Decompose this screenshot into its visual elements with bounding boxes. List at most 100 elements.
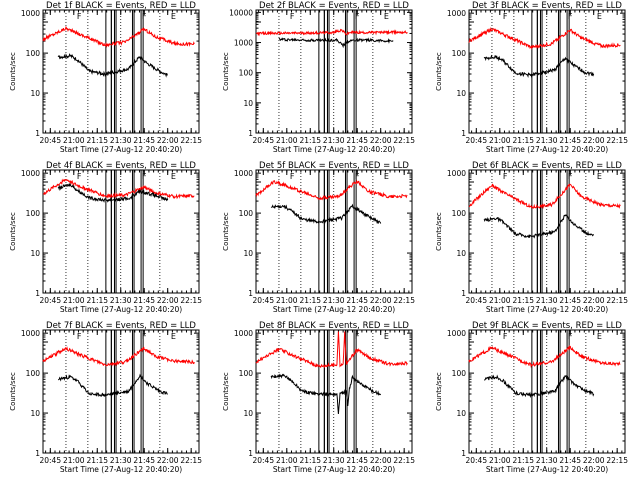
series-events-line [484, 374, 595, 399]
x-tick-label: 21:00 [63, 136, 85, 145]
y-axis-label: Counts/sec [9, 52, 17, 91]
x-tick-label: 21:45 [346, 296, 368, 305]
x-tick-label: 21:15 [86, 296, 108, 305]
x-tick-label: 21:15 [512, 296, 534, 305]
series-events-line [57, 183, 169, 203]
x-tick-label: 21:15 [512, 136, 534, 145]
marker-label: F [355, 12, 360, 21]
chart-title: Det 6f BLACK = Events, RED = LLD [472, 161, 622, 171]
x-tick-label: 21:30 [323, 456, 345, 465]
y-tick-label: 10000 [229, 8, 253, 17]
flare-interval-box [531, 329, 538, 454]
x-tick-label: 21:30 [536, 136, 558, 145]
flare-interval-box [318, 9, 325, 134]
x-tick-label: 22:00 [583, 136, 605, 145]
y-axis: 1 10 100 1000 Counts/sec [435, 329, 625, 458]
x-axis: 20:45 21:00 21:15 21:30 21:45 22:00 22:15Start… [39, 10, 202, 154]
y-axis: 1 10 100 1000 Counts/sec [9, 329, 199, 458]
y-axis: 1 10 100 1000 Counts/sec [222, 329, 412, 458]
x-tick-label: 21:30 [110, 136, 132, 145]
flare-interval-box [566, 9, 570, 134]
x-tick-label: 20:45 [39, 456, 61, 465]
y-tick-label: 1000 [234, 169, 253, 178]
x-tick-label: 21:30 [323, 136, 345, 145]
x-tick-label: 21:30 [536, 456, 558, 465]
x-tick-label: 21:00 [489, 136, 511, 145]
flare-interval-box [113, 329, 117, 454]
x-tick-label: 22:00 [583, 296, 605, 305]
series-lld-line [256, 28, 408, 37]
y-axis-label: Counts/sec [222, 212, 230, 251]
flare-interval-box [344, 169, 348, 294]
marker-label: F [568, 12, 573, 21]
y-tick-label: 100 [452, 209, 467, 218]
x-axis: 20:45 21:00 21:15 21:30 21:45 22:00 22:15Start… [252, 330, 415, 474]
y-axis: 1 10 100 1000 Counts/sec [435, 9, 625, 138]
x-tick-label: 21:45 [559, 296, 581, 305]
chart-title: Det 4f BLACK = Events, RED = LLD [46, 161, 196, 171]
flare-interval-box [557, 169, 561, 294]
y-tick-label: 10 [30, 249, 40, 258]
y-tick-label: 1 [248, 129, 253, 138]
panel-det-2: Det 2f BLACK = Events, RED = LLD 1 10 100 10… [222, 1, 415, 154]
x-tick-label: 22:00 [157, 296, 179, 305]
x-tick-label: 21:30 [323, 296, 345, 305]
marker-label: E [597, 332, 602, 341]
series-lld-line [468, 183, 621, 210]
flare-interval-box [353, 329, 357, 454]
flare-interval-box [539, 329, 543, 454]
flare-interval-box [318, 169, 325, 294]
series-events-line [270, 203, 382, 224]
x-tick-label: 20:45 [252, 136, 274, 145]
marker-label: F [355, 332, 360, 341]
x-tick-label: 21:15 [299, 296, 321, 305]
x-axis-label: Start Time (27-Aug-12 20:40:20) [486, 145, 608, 154]
marker-label: F [142, 332, 147, 341]
x-tick-label: 21:00 [489, 296, 511, 305]
flare-interval-box [140, 329, 144, 454]
marker-label: E [171, 332, 176, 341]
x-tick-label: 22:00 [370, 456, 392, 465]
x-axis-label: Start Time (27-Aug-12 20:40:20) [486, 305, 608, 314]
flare-interval-box [105, 169, 112, 294]
flare-interval-box [557, 9, 561, 134]
panel-det-5: Det 5f BLACK = Events, RED = LLD 1 10 100 10… [222, 161, 415, 314]
marker-label: F [290, 332, 295, 341]
y-tick-label: 10 [243, 249, 253, 258]
flare-interval-box [531, 9, 538, 134]
x-tick-label: 22:15 [393, 456, 415, 465]
x-tick-label: 21:00 [63, 296, 85, 305]
panel-det-1: Det 1f BLACK = Events, RED = LLD 1 10 100 10… [9, 1, 202, 154]
marker-label: E [597, 172, 602, 181]
x-tick-label: 22:15 [180, 296, 202, 305]
flare-interval-box [557, 329, 561, 454]
flare-interval-box [531, 169, 538, 294]
y-tick-label: 1 [461, 289, 466, 298]
y-tick-label: 10 [243, 409, 253, 418]
y-tick-label: 10 [456, 409, 466, 418]
x-axis-label: Start Time (27-Aug-12 20:40:20) [273, 145, 395, 154]
x-tick-label: 21:45 [346, 136, 368, 145]
series-events-line [278, 37, 394, 49]
chart-title: Det 5f BLACK = Events, RED = LLD [259, 161, 409, 171]
marker-label: F [568, 332, 573, 341]
marker-label: E [384, 172, 389, 181]
marker-label: F [290, 172, 295, 181]
marker-label: F [503, 332, 508, 341]
series-lld-line [255, 179, 408, 201]
marker-label: E [171, 12, 176, 21]
panel-det-7: Det 7f BLACK = Events, RED = LLD 1 10 100 10… [9, 321, 202, 474]
marker-label: F [77, 172, 82, 181]
y-tick-label: 1 [35, 289, 40, 298]
x-tick-label: 21:30 [110, 456, 132, 465]
flare-interval-box [539, 169, 543, 294]
y-tick-label: 1000 [234, 39, 253, 48]
x-tick-label: 21:45 [346, 456, 368, 465]
x-tick-label: 20:45 [39, 136, 61, 145]
x-tick-label: 21:45 [133, 456, 155, 465]
